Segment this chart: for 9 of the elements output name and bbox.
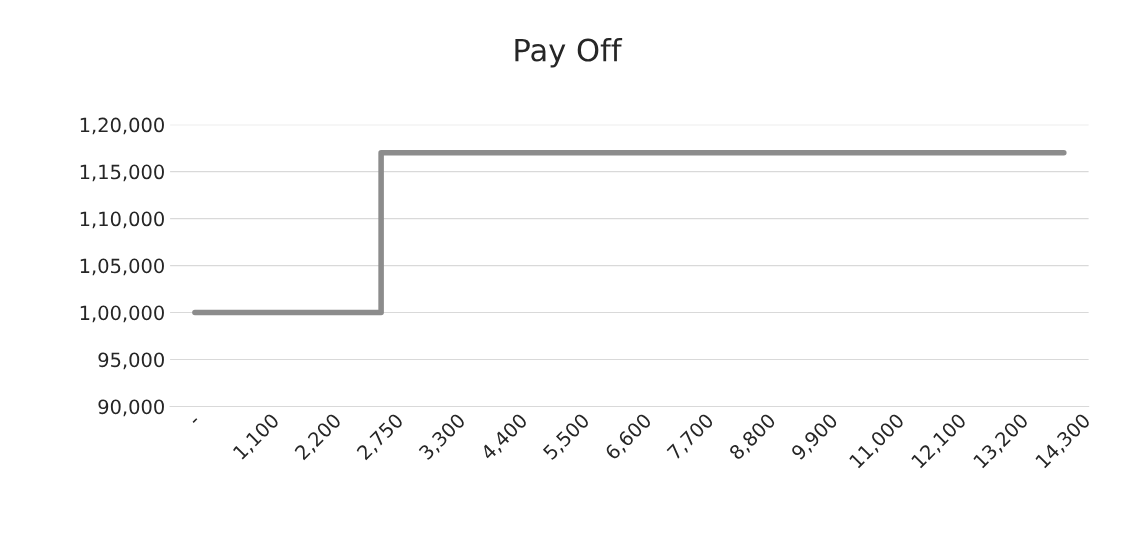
y-tick-label: 1,15,000: [80, 164, 164, 182]
chart-title: Pay Off: [515, 37, 623, 68]
y-tick-label: 1,00,000: [80, 305, 164, 323]
y-tick-label: 1,10,000: [80, 211, 164, 229]
y-tick-label: 1,05,000: [80, 258, 164, 276]
y-tick-label: 90,000: [98, 399, 164, 417]
y-tick-label: 95,000: [98, 352, 164, 370]
y-tick-label: 1,20,000: [80, 117, 164, 135]
x-tick-label: -: [192, 418, 198, 423]
